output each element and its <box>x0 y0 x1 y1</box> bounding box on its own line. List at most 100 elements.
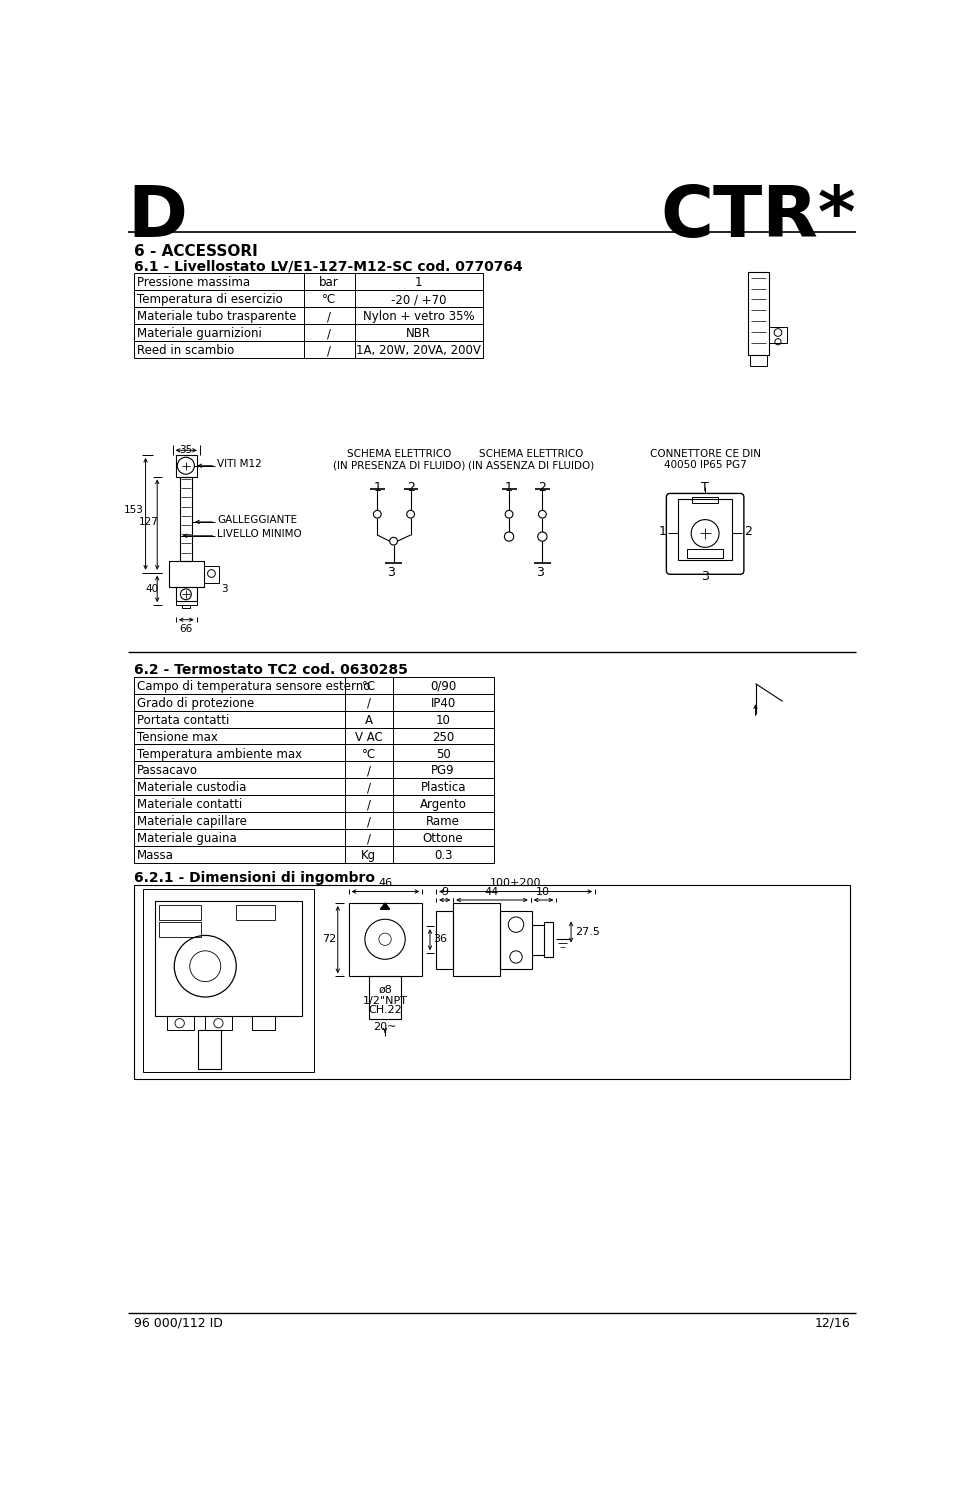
Text: ø8: ø8 <box>378 985 392 995</box>
Bar <box>750 356 767 366</box>
Bar <box>169 562 204 587</box>
Bar <box>134 846 493 864</box>
Bar <box>134 273 483 290</box>
Text: Temperatura ambiente max: Temperatura ambiente max <box>137 747 302 760</box>
Bar <box>134 677 493 693</box>
Text: VITI M12: VITI M12 <box>217 459 262 469</box>
Bar <box>236 905 275 920</box>
Bar <box>198 1031 221 1068</box>
Text: Tensione max: Tensione max <box>137 731 218 744</box>
Text: 1: 1 <box>659 526 666 538</box>
Bar <box>134 744 493 762</box>
Text: -20 / +70: -20 / +70 <box>391 293 446 306</box>
Text: Ottone: Ottone <box>422 832 464 846</box>
Text: /: / <box>367 816 371 828</box>
Bar <box>176 456 197 477</box>
Text: 40: 40 <box>146 584 158 595</box>
Text: 2: 2 <box>407 481 415 495</box>
Text: /: / <box>327 327 331 341</box>
Bar <box>134 778 493 795</box>
Bar <box>134 762 493 778</box>
Bar <box>180 477 192 562</box>
Text: °C: °C <box>362 747 375 760</box>
Bar <box>134 829 493 846</box>
Text: PG9: PG9 <box>431 765 455 777</box>
Text: Pressione massima: Pressione massima <box>137 276 251 290</box>
Text: 2: 2 <box>539 481 546 495</box>
Text: SCHEMA ELETTRICO
(IN PRESENZA DI FLUIDO): SCHEMA ELETTRICO (IN PRESENZA DI FLUIDO) <box>333 448 466 471</box>
Text: 2: 2 <box>744 526 752 538</box>
Text: Reed in scambio: Reed in scambio <box>137 344 234 357</box>
Text: 6.1 - Livellostato LV/E1-127-M12-SC cod. 0770764: 6.1 - Livellostato LV/E1-127-M12-SC cod.… <box>134 260 522 273</box>
Text: 3: 3 <box>536 566 544 578</box>
Text: NBR: NBR <box>406 327 431 341</box>
Text: 10: 10 <box>436 714 450 726</box>
Text: A: A <box>365 714 372 726</box>
Text: 100+200: 100+200 <box>490 877 541 887</box>
Bar <box>544 922 553 958</box>
Text: SCHEMA ELETTRICO
(IN ASSENZA DI FLUIDO): SCHEMA ELETTRICO (IN ASSENZA DI FLUIDO) <box>468 448 594 471</box>
Text: 3: 3 <box>701 571 709 584</box>
Text: 0/90: 0/90 <box>430 680 456 693</box>
Text: CTR*: CTR* <box>660 184 856 252</box>
Bar <box>134 308 483 324</box>
Bar <box>436 911 453 968</box>
Text: Grado di protezione: Grado di protezione <box>137 696 254 710</box>
Text: Massa: Massa <box>137 849 174 862</box>
Text: 72: 72 <box>322 934 336 944</box>
Text: /: / <box>367 765 371 777</box>
Text: 46: 46 <box>378 877 392 887</box>
Bar <box>770 327 786 342</box>
Text: /: / <box>327 311 331 323</box>
Text: 96 000/112 ID: 96 000/112 ID <box>134 1316 223 1330</box>
Text: 3: 3 <box>221 584 228 595</box>
Text: CH.22: CH.22 <box>369 1005 402 1014</box>
Bar <box>176 601 197 605</box>
Text: 1: 1 <box>505 481 513 495</box>
Text: Materiale guarnizioni: Materiale guarnizioni <box>137 327 262 341</box>
Text: Campo di temperatura sensore esterno: Campo di temperatura sensore esterno <box>137 680 371 693</box>
Text: Materiale guaina: Materiale guaina <box>137 832 237 846</box>
Bar <box>252 1016 275 1031</box>
Text: Kg: Kg <box>361 849 376 862</box>
Bar <box>166 1016 194 1031</box>
Text: °C: °C <box>362 680 375 693</box>
Text: 1: 1 <box>415 276 422 290</box>
Bar <box>205 1016 232 1031</box>
Bar <box>134 341 483 359</box>
Bar <box>134 813 493 829</box>
Text: Materiale contatti: Materiale contatti <box>137 798 242 811</box>
Text: 20~: 20~ <box>373 1022 396 1032</box>
Bar <box>500 911 532 968</box>
Text: 36: 36 <box>433 934 447 944</box>
Bar <box>134 693 493 711</box>
Bar <box>182 605 190 608</box>
Text: Materiale tubo trasparente: Materiale tubo trasparente <box>137 311 297 323</box>
Bar <box>134 290 483 308</box>
Text: 250: 250 <box>432 731 454 744</box>
Text: 6 - ACCESSORI: 6 - ACCESSORI <box>134 244 257 258</box>
Text: /: / <box>367 696 371 710</box>
Text: GALLEGGIANTE: GALLEGGIANTE <box>217 515 297 526</box>
Text: /: / <box>367 781 371 795</box>
Text: 6.2.1 - Dimensioni di ingombro: 6.2.1 - Dimensioni di ingombro <box>134 871 375 884</box>
Bar <box>176 587 197 601</box>
Text: Rame: Rame <box>426 816 460 828</box>
Text: 66: 66 <box>180 623 193 633</box>
Text: 50: 50 <box>436 747 450 760</box>
Text: Plastica: Plastica <box>420 781 466 795</box>
Bar <box>134 324 483 341</box>
Polygon shape <box>380 902 390 910</box>
Text: LIVELLO MINIMO: LIVELLO MINIMO <box>217 529 301 539</box>
Text: 35: 35 <box>180 445 193 456</box>
Text: 1: 1 <box>373 481 381 495</box>
Text: 44: 44 <box>485 887 499 896</box>
Text: bar: bar <box>320 276 339 290</box>
Bar <box>204 566 219 583</box>
Bar <box>158 905 202 920</box>
Text: 27.5: 27.5 <box>575 926 600 937</box>
Text: /: / <box>367 798 371 811</box>
Text: Passacavo: Passacavo <box>137 765 198 777</box>
Text: CONNETTORE CE DIN
40050 IP65 PG7: CONNETTORE CE DIN 40050 IP65 PG7 <box>650 448 760 471</box>
Text: 12/16: 12/16 <box>814 1316 850 1330</box>
